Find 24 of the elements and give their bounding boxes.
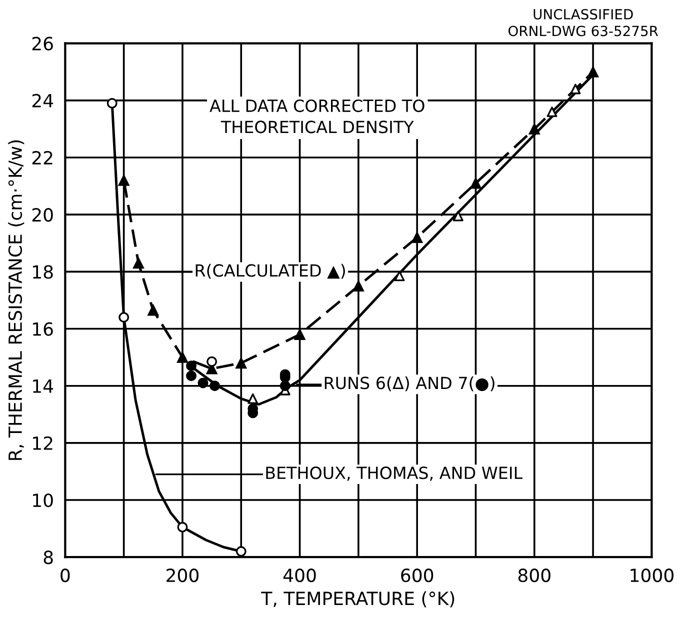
y-tick-label: 16 [33, 322, 53, 336]
y-tick-label: 20 [32, 208, 53, 222]
y-tick-label: 22 [32, 150, 52, 164]
y-tick-label: 18 [33, 265, 53, 279]
y-tick-label: 26 [32, 36, 53, 50]
x-tick-label: 200 [166, 568, 199, 582]
annotation: RUNS 6(Δ) AND 7(●) [324, 376, 494, 392]
x-axis-title: T, TEMPERATURE (°K) [261, 591, 454, 608]
y-axis-title: R, THERMAL RESISTANCE (cm·°K/w) [8, 140, 24, 460]
x-tick-label: 800 [518, 568, 550, 582]
annotation: ALL DATA CORRECTED TO THEORETICAL DENSITY [210, 99, 424, 134]
text: UNCLASSIFIED [534, 9, 633, 20]
y-tick-label: 24 [32, 94, 54, 108]
x-tick-label: 600 [401, 568, 434, 582]
x-tick-label: 1000 [630, 568, 674, 582]
annotation: BETHOUX, THOMAS, AND WEIL [266, 466, 523, 481]
x-tick-label: 400 [283, 568, 316, 582]
text: ORNL-DWG 63-5275R [508, 26, 658, 36]
y-tick-label: 8 [44, 550, 53, 564]
y-tick-label: 12 [33, 436, 52, 450]
x-tick-label: 0 [60, 568, 70, 582]
y-tick-label: 14 [33, 380, 54, 393]
annotation: R(CALCULATED ▲) [196, 264, 345, 279]
y-tick-label: 10 [33, 493, 53, 508]
